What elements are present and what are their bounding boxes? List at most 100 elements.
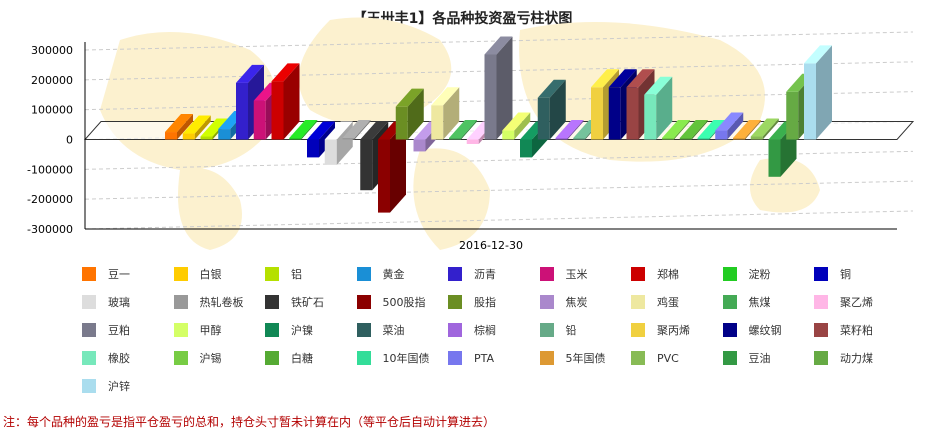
legend-label: 铜 xyxy=(840,268,851,281)
legend-swatch xyxy=(173,267,188,281)
bar xyxy=(750,118,779,140)
bar-front xyxy=(502,130,515,140)
legend-item: 豆一 xyxy=(82,266,130,282)
legend-item: 热轧卷板 xyxy=(173,294,244,310)
legend-item: 豆粕 xyxy=(82,322,130,338)
bar-side xyxy=(354,120,371,140)
bar-side xyxy=(301,120,318,140)
bar-front xyxy=(378,139,390,213)
bar-side xyxy=(745,120,761,140)
bar-side xyxy=(443,87,460,140)
legend-item: 鸡蛋 xyxy=(631,294,679,310)
legend-item: 5年国债 xyxy=(539,350,606,366)
legend-swatch xyxy=(539,295,554,309)
bar-side xyxy=(194,115,211,140)
bar xyxy=(182,115,211,140)
gridline xyxy=(84,210,914,230)
bar-top xyxy=(431,87,460,106)
bar-side xyxy=(390,121,406,213)
bar xyxy=(502,112,531,140)
bar-front xyxy=(431,105,444,140)
legend-item: 沥青 xyxy=(448,266,496,282)
y-tick-label: -200000 xyxy=(27,193,73,206)
bar-front xyxy=(484,54,497,140)
legend-label: 螺纹钢 xyxy=(748,324,782,337)
legend-swatch xyxy=(631,351,645,365)
bar-side xyxy=(496,36,513,140)
bar-top xyxy=(679,120,708,139)
legend-item: 沪镍 xyxy=(265,322,313,338)
bar-side xyxy=(674,120,690,140)
bar-front xyxy=(591,87,603,140)
legend-label: 甲醇 xyxy=(199,324,222,337)
legend-label: 豆油 xyxy=(748,352,771,365)
bar-top xyxy=(804,45,832,64)
legend-label: 沪锡 xyxy=(199,352,222,365)
legend-label: 橡胶 xyxy=(108,352,130,365)
legend-swatch xyxy=(265,295,279,309)
legend-swatch xyxy=(265,351,279,365)
legend-swatch xyxy=(722,295,737,309)
bar xyxy=(431,87,460,140)
bar-front xyxy=(218,129,231,140)
legend-item: 沪锡 xyxy=(173,350,222,366)
legend-swatch xyxy=(448,351,462,365)
legend-item: 白银 xyxy=(173,266,222,282)
legend-label: 聚乙烯 xyxy=(840,296,873,309)
y-tick-label: 100000 xyxy=(31,104,73,117)
bar-side xyxy=(407,88,424,140)
bar xyxy=(484,36,513,140)
legend-swatch xyxy=(82,267,96,281)
bar-front xyxy=(537,97,550,140)
bar-top xyxy=(236,64,264,83)
legend-swatch xyxy=(265,267,279,281)
bar xyxy=(555,120,584,140)
legend-label: 棕榈 xyxy=(474,324,496,337)
bar-front xyxy=(573,138,586,140)
bar-top xyxy=(289,120,318,139)
bar-front xyxy=(395,106,408,140)
legend-label: 淀粉 xyxy=(748,268,771,281)
legend-label: PTA xyxy=(474,351,495,365)
legend-item: 菜籽粕 xyxy=(814,322,873,338)
bar-side xyxy=(691,120,708,140)
bar-front xyxy=(342,138,355,140)
bar-front xyxy=(733,138,745,140)
bar-front xyxy=(449,138,461,140)
legend-label: 500股指 xyxy=(382,296,426,309)
bar-side xyxy=(461,120,477,140)
footnote: 注：每个品种的盈亏是指平仓盈亏的总和，持仓头寸暂未计算在内（等平仓后自动计算进去… xyxy=(3,415,496,429)
bar-front xyxy=(804,63,816,140)
bar-front xyxy=(626,87,639,140)
y-tick-label: -300000 xyxy=(27,223,73,236)
legend-item: 郑棉 xyxy=(631,266,679,282)
legend-swatch xyxy=(173,323,188,337)
bar-top xyxy=(750,118,779,137)
bar xyxy=(289,120,318,140)
legend-swatch xyxy=(82,295,96,309)
bar-side xyxy=(762,118,779,140)
bar-top xyxy=(342,120,371,139)
legend-item: 玻璃 xyxy=(82,294,130,310)
legend-label: 聚丙烯 xyxy=(657,324,690,337)
bar-side xyxy=(816,45,832,140)
bar xyxy=(342,120,371,140)
y-tick-label: 0 xyxy=(66,134,73,147)
bar-top xyxy=(733,120,761,139)
bar-top xyxy=(271,63,300,82)
legend-item: 10年国债 xyxy=(356,350,430,366)
bar-front xyxy=(768,139,781,177)
bar xyxy=(733,120,761,140)
bar-front xyxy=(289,138,302,140)
legend-label: 焦煤 xyxy=(748,296,771,309)
bar-side xyxy=(656,76,673,140)
legend-swatch xyxy=(356,267,371,281)
legend-item: 甲醇 xyxy=(173,322,222,338)
legend-label: 白银 xyxy=(199,268,222,281)
legend-label: 豆粕 xyxy=(108,324,130,337)
legend-label: 沥青 xyxy=(474,268,496,281)
bar xyxy=(378,121,406,213)
y-tick-label: 200000 xyxy=(31,74,73,87)
y-tick-label: -100000 xyxy=(27,163,73,176)
legend-label: 股指 xyxy=(474,296,496,309)
